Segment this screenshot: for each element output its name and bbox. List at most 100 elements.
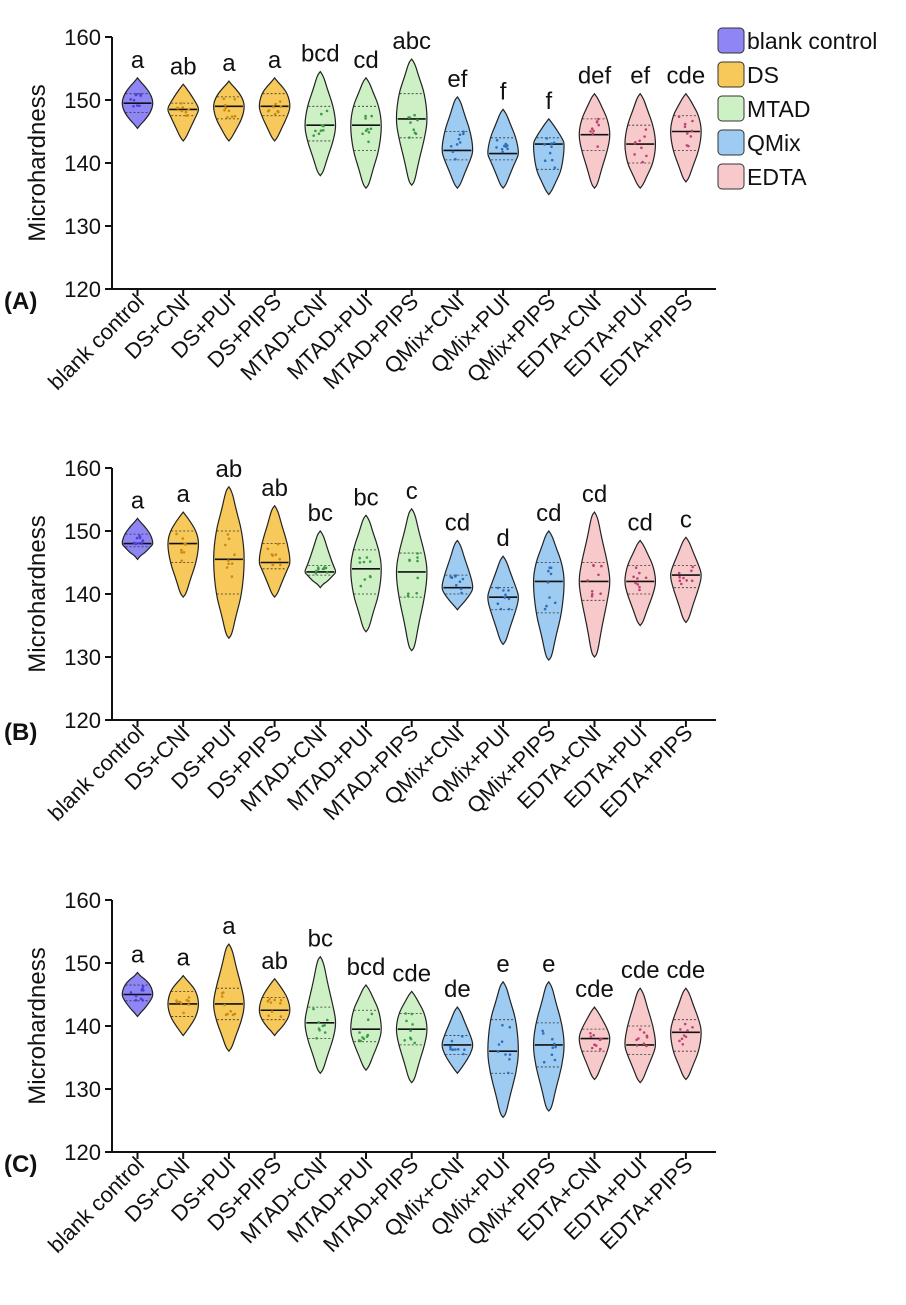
violin-mtad-cni [304, 955, 337, 1075]
data-point [405, 1019, 408, 1023]
data-point [224, 106, 228, 110]
data-point [500, 147, 504, 151]
significance-letter: a [268, 47, 282, 74]
data-point [508, 1058, 511, 1061]
data-point [636, 583, 640, 586]
y-tick-label: 160 [64, 25, 101, 50]
data-point [497, 1043, 501, 1046]
data-point [638, 588, 641, 592]
data-point [319, 129, 323, 132]
significance-letter: f [500, 78, 507, 105]
data-point [370, 1012, 374, 1016]
data-point [404, 1012, 408, 1015]
data-point [409, 1029, 412, 1032]
data-point [139, 94, 142, 97]
y-tick-label: 140 [64, 1014, 101, 1039]
legend-item-ds: DS [717, 61, 779, 88]
violin-qmix-cni [441, 1006, 474, 1075]
significance-letter: cd [353, 47, 378, 74]
data-point [599, 592, 602, 595]
data-point [410, 1012, 414, 1016]
data-point [359, 584, 363, 588]
significance-letter: def [578, 63, 612, 90]
data-point [184, 110, 188, 114]
data-point [366, 1018, 370, 1021]
data-point [549, 572, 553, 576]
data-point [506, 147, 510, 151]
data-point [267, 1014, 271, 1018]
data-point [175, 999, 178, 1002]
data-point [141, 539, 145, 542]
data-point [179, 101, 183, 105]
data-point [550, 158, 554, 162]
data-point [507, 589, 510, 592]
significance-letter: abc [392, 28, 431, 55]
data-point [677, 115, 681, 118]
data-point [642, 1042, 646, 1045]
data-point [682, 576, 685, 580]
data-point [462, 132, 465, 136]
data-point [273, 112, 277, 116]
data-point [187, 1003, 190, 1006]
data-point [495, 146, 498, 149]
significance-letter: bc [308, 500, 333, 527]
data-point [553, 601, 557, 605]
data-point [458, 141, 462, 144]
data-point [180, 559, 183, 563]
data-point [590, 594, 594, 598]
data-point [227, 537, 231, 541]
data-point [270, 1010, 274, 1013]
data-point [135, 536, 139, 540]
data-point [547, 569, 550, 573]
data-point [226, 116, 229, 119]
data-point [325, 109, 329, 113]
data-point [314, 572, 318, 575]
data-point [586, 579, 589, 582]
data-point [367, 131, 371, 134]
data-point [271, 562, 275, 566]
data-point [317, 132, 321, 135]
data-point [182, 1011, 185, 1015]
data-point [553, 166, 557, 169]
data-point [449, 145, 453, 148]
data-point [266, 109, 270, 113]
data-point [317, 1021, 320, 1024]
data-point [548, 151, 552, 155]
data-point [450, 1039, 454, 1043]
significance-letter: cde [392, 960, 431, 987]
significance-letter: ab [261, 948, 288, 975]
data-point [459, 587, 463, 591]
significance-letter: cde [667, 957, 706, 984]
data-point [644, 128, 648, 131]
data-point [680, 1037, 684, 1041]
data-point [638, 585, 641, 589]
data-point [412, 128, 416, 131]
data-point [364, 129, 368, 132]
data-point [543, 143, 546, 146]
data-point [508, 1053, 512, 1056]
data-point [318, 1029, 321, 1032]
data-point [507, 597, 511, 601]
data-point [633, 153, 636, 156]
data-point [224, 1013, 228, 1016]
data-point [322, 124, 325, 128]
significance-letter: ef [447, 66, 467, 93]
data-point [501, 150, 505, 154]
data-point [416, 556, 419, 559]
data-point [591, 132, 595, 135]
violin-edta-cni [578, 1006, 611, 1081]
data-point [642, 1031, 646, 1034]
data-point [323, 566, 326, 569]
data-point [365, 556, 369, 559]
data-point [227, 562, 230, 566]
data-point [640, 146, 643, 150]
data-point [129, 98, 132, 101]
data-point [136, 104, 139, 107]
data-point [408, 559, 411, 562]
data-point [141, 999, 145, 1002]
data-point [185, 998, 189, 1002]
data-point [495, 138, 499, 142]
data-point [274, 102, 278, 106]
data-point [501, 1023, 504, 1027]
data-point [457, 1048, 460, 1051]
